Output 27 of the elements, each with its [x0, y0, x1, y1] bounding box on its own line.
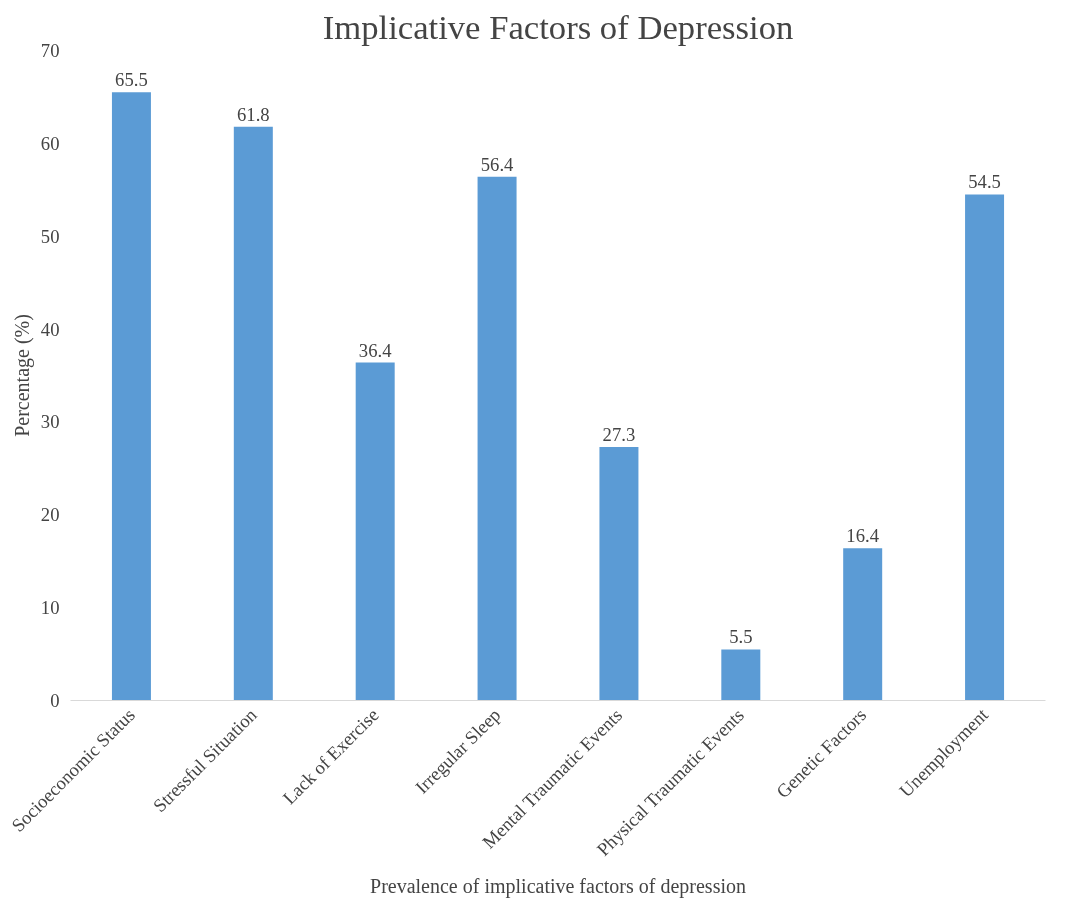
- data-label: 61.8: [236, 103, 270, 125]
- data-label: 27.3: [602, 424, 636, 445]
- bar: [965, 194, 1005, 701]
- y-tick-label: 40: [40, 318, 60, 340]
- data-label: 65.5: [115, 69, 148, 91]
- data-label: 16.4: [846, 525, 880, 547]
- y-tick-label: 20: [40, 504, 60, 526]
- bar: [477, 176, 517, 701]
- y-tick-label: 60: [40, 132, 60, 154]
- chart-title: Implicative Factors of Depression: [322, 7, 794, 46]
- bar: [599, 447, 639, 701]
- bar: [111, 92, 151, 701]
- y-tick-label: 70: [40, 40, 60, 61]
- x-axis-title: Prevalence of implicative factors of depression: [370, 875, 746, 899]
- data-label: 5.5: [729, 626, 753, 648]
- bar: [721, 649, 761, 701]
- y-axis-title: Percentage (%): [10, 314, 34, 437]
- bar: [843, 548, 883, 701]
- y-tick-label: 10: [40, 597, 60, 619]
- data-label: 56.4: [480, 153, 515, 175]
- y-tick-label: 50: [40, 225, 60, 247]
- bar: [233, 126, 273, 701]
- bar: [355, 362, 395, 701]
- y-tick-label: 0: [50, 690, 60, 711]
- data-label: 36.4: [358, 339, 393, 361]
- y-tick-label: 30: [40, 411, 60, 433]
- data-label: 54.5: [968, 171, 1001, 193]
